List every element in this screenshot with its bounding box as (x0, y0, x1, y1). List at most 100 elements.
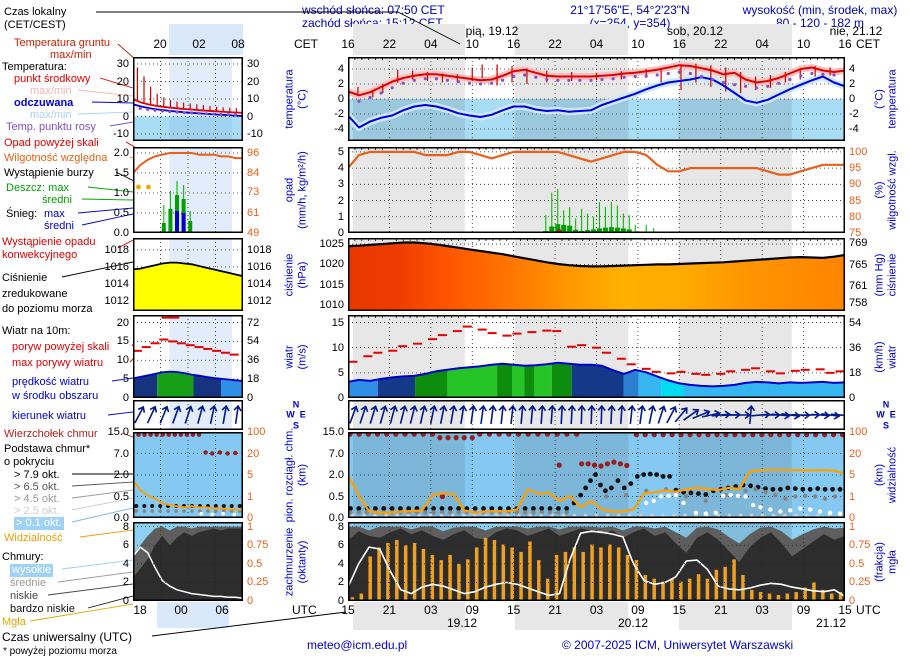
tick-temp-mini-left-10: 10 (116, 93, 129, 105)
cet-hour-tick-label: 04 (424, 37, 438, 51)
legend-39-wysokie: wysokie (10, 564, 54, 577)
panel-wiatr-main (348, 315, 845, 398)
tick-cisnienie-main-right-761: 761 (849, 280, 868, 293)
tick-wiatr-mini-left-20: 20 (116, 316, 129, 329)
tick-opad-mini-right-73: 73 (247, 186, 260, 199)
tick-chmury-main-right-20: 20 (849, 447, 862, 460)
axis-title-left-chm-line: pion. rozciągł. chm. (283, 427, 296, 523)
legend-5-punkt-rodkowy: punkt środkowy (14, 73, 91, 85)
footnote-above-sea-level: * powyżej poziomu morza (3, 646, 117, 657)
legend-24-poryw-powy-ej-skali: poryw powyżej skali (12, 341, 110, 353)
tick-chmury-mini-right-1: 1 (247, 490, 254, 503)
tick-temp-mini-right-30: 30 (247, 58, 260, 70)
legend-3-max-min: max/min (50, 49, 92, 61)
tick-temp-mini-left--10: -10 (113, 128, 129, 140)
mini-utc-hour-label: 06 (215, 603, 229, 617)
axis-day-band (514, 602, 629, 630)
tick-zachmurzenie-mini-left-2: 2 (122, 576, 129, 589)
legend-40-rednie: średnie (10, 577, 47, 589)
axis-title-left-wiatr-line: (m/s) (296, 343, 308, 370)
axis-title-right-opad-line: wilgotność wzgl. (886, 150, 898, 230)
legend-8-max-min: max/min (30, 109, 72, 121)
axis-title-left-opad-line: (mm/h, kg/m²/h) (296, 151, 308, 229)
tick-opad-main-left-1: 1 (337, 210, 344, 223)
tick-wiatr-mini-left-15: 15 (116, 335, 129, 348)
utc-hour-tick-label: 15 (506, 603, 521, 617)
legend-22-do-poziomu-morza: do poziomu morza (2, 303, 93, 315)
tick-zachmurzenie-mini-right-0: 0 (247, 595, 254, 607)
tick-temp-mini-left-30: 30 (116, 58, 129, 70)
legend-34-4-5-okt: > 4.5 okt. (14, 493, 60, 505)
legend-31-o-pokryciu: o pokryciu (4, 456, 55, 468)
tick-wiatr-main-right-54: 54 (849, 316, 862, 329)
tick-temp-mini-right-10: 10 (247, 93, 260, 105)
tick-opad-main-right-90: 90 (849, 178, 862, 191)
compass-letter: S (292, 420, 299, 431)
tick-temp-main-right-4: 4 (849, 63, 856, 75)
day-label: pią, 19.12 (465, 24, 519, 38)
tick-opad-main-right-80: 80 (849, 210, 862, 223)
axis-title-right-temp-line: temperatura (886, 69, 898, 129)
tick-cisnienie-main-left-1015: 1015 (319, 278, 344, 291)
compass-letter: N (292, 399, 300, 410)
mini-cet-hour-label: 20 (153, 37, 167, 51)
tick-zachmurzenie-mini-right-0.75: 0.75 (247, 539, 269, 552)
tick-zachmurzenie-mini-left-0: 0 (122, 595, 129, 607)
panel-chmury-mini (133, 432, 243, 518)
utc-hour-tick-label: 03 (755, 603, 769, 617)
cet-hour-tick-label: 16 (341, 37, 355, 51)
legend-37-widzialno: Widzialność (4, 532, 63, 544)
axis-day-band (352, 602, 465, 630)
legend-21-zredukowane: zredukowane (2, 288, 68, 300)
tick-opad-mini-left-2.0: 2.0 (113, 147, 129, 159)
axis-title-left-wiatr: wiatr (m/s) (283, 344, 308, 369)
tick-zachmurzenie-main-left-6: 6 (337, 539, 344, 552)
tick-temp-main-right-2: 2 (849, 78, 856, 90)
legend-9-temp-punktu-rosy: Temp. punktu rosy (6, 121, 96, 133)
utc-hour-tick-label: 09 (631, 603, 645, 617)
axis-title-left-chm: pion. rozciągł. chm. (km) (283, 428, 308, 523)
utc-hour-tick-label: 03 (589, 603, 604, 617)
tick-cisnienie-mini-left-1014: 1014 (104, 277, 129, 290)
legend-29-wierzcho-ek-chmur: Wierzchołek chmur (4, 428, 98, 440)
tick-cisnienie-main-left-1010: 1010 (319, 298, 344, 311)
day-label: nie, 21.12 (829, 24, 883, 38)
utc-hour-tick-label: 15 (341, 603, 355, 617)
tick-zachmurzenie-main-left-2: 2 (337, 576, 344, 589)
axis-title-left-chm-line: (km) (296, 464, 308, 487)
cet-hour-tick-label: 10 (796, 37, 811, 51)
tick-zachmurzenie-mini-left-8: 8 (122, 520, 129, 533)
axis-title-left-cisn: ciśnienie (hPa) (283, 253, 308, 296)
legend-43-mg-a: Mgła (2, 616, 26, 628)
legend-17-redni: średni (44, 220, 74, 232)
legend-0-czas-lokalny: Czas lokalny (4, 6, 67, 18)
tick-opad-mini-left-0.0: 0.0 (113, 227, 129, 239)
tick-zachmurzenie-main-right-0: 0 (849, 595, 856, 607)
tick-temp-mini-right-20: 20 (247, 75, 260, 88)
tick-chmury-main-left-7.0: 7.0 (328, 447, 344, 460)
contact-email-link[interactable]: meteo@icm.edu.pl (307, 638, 408, 652)
tick-wiatr-mini-left-5: 5 (122, 373, 129, 386)
tick-zachmurzenie-main-right-0.25: 0.25 (849, 576, 871, 589)
tick-wiatr-main-right-18: 18 (849, 366, 862, 379)
axis-title-left-wiatr-line: wiatr (283, 344, 296, 369)
utc-hour-tick-label: 09 (465, 603, 479, 617)
utc-axis-label-right: UTC (856, 603, 881, 617)
tick-chmury-main-left-0.5: 0.5 (328, 490, 344, 503)
legend-38-chmury: Chmury: (2, 551, 44, 563)
day-label: sob, 20.12 (666, 24, 724, 38)
tick-opad-mini-right-96: 96 (247, 146, 260, 159)
legend-1-cet-cest: (CET/CEST) (4, 19, 66, 31)
tick-wiatr-mini-right-0: 0 (247, 392, 254, 404)
legend-33-6-5-okt: > 6.5 okt. (14, 481, 60, 493)
tick-cisnienie-main-right-758: 758 (849, 296, 868, 309)
legend-11-wilgotno-wzgl-dna: Wilgotność względna (4, 152, 108, 164)
axis-title-left-opad-line: opad (283, 177, 296, 203)
axis-title-left-temp-line: (°C) (296, 89, 308, 109)
panel-kierunek-main (348, 400, 845, 430)
tick-temp-mini-left-0: 0 (122, 110, 129, 123)
legend-27-w-rodku-obszaru: w środku obszaru (12, 390, 99, 402)
tick-chmury-mini-left-0.0: 0.0 (113, 512, 129, 524)
tick-temp-main-right--4: -4 (849, 123, 859, 135)
tick-temp-mini-right-0: 0 (247, 110, 254, 123)
